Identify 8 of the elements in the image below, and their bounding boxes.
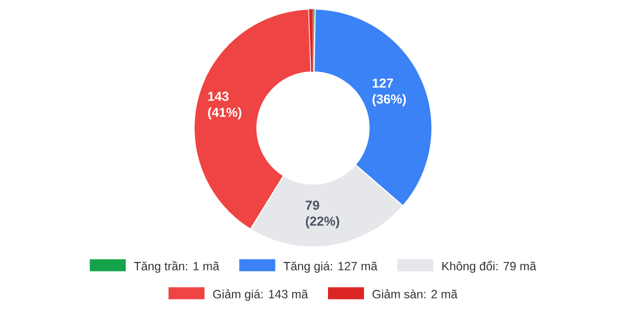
legend-label: Không đổi: 79 mã	[442, 260, 536, 273]
legend-label: Tăng giá: 127 mã	[284, 261, 378, 273]
legend-label: Giảm giá: 143 mã	[213, 289, 308, 301]
legend-label: Tăng trần: 1 mã	[134, 261, 220, 273]
data-label: 79 (22%)	[306, 200, 340, 228]
data-label: 127 (36%)	[372, 78, 406, 106]
legend-label: Giảm sàn: 2 mã	[372, 289, 458, 298]
data-label: 143 (41%)	[208, 92, 242, 120]
